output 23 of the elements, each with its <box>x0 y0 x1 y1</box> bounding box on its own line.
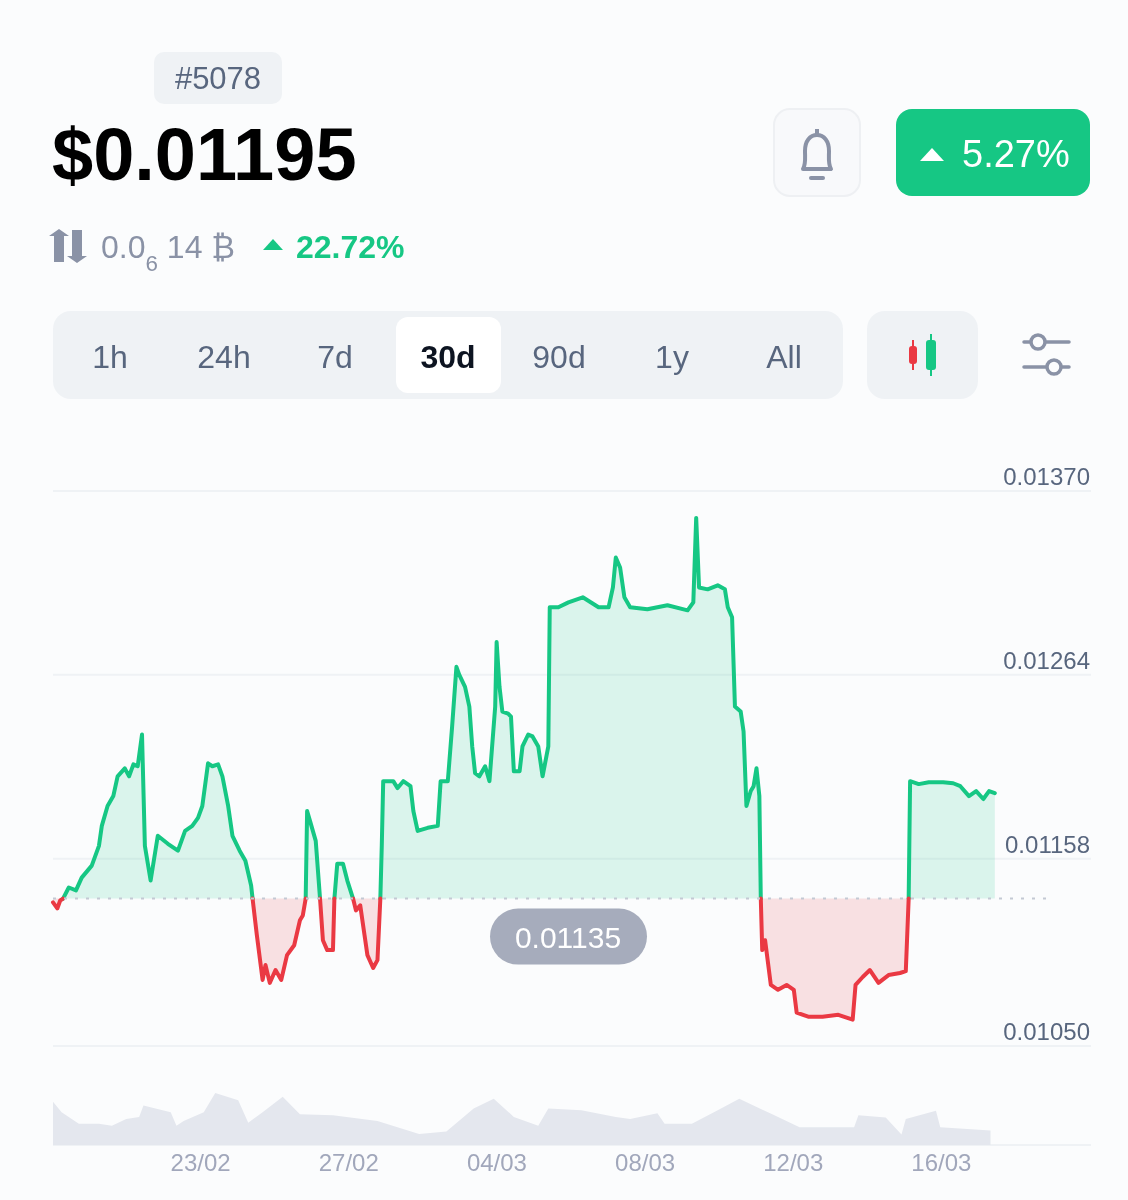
text: 1h <box>92 339 128 375</box>
y-tick-label: 0.01370 <box>1003 463 1090 490</box>
text: 7d <box>317 339 353 375</box>
x-tick-label: 04/03 <box>466 1149 527 1176</box>
x-tick-label: 12/03 <box>763 1149 824 1176</box>
x-tick-label: 27/02 <box>318 1149 379 1176</box>
text: #5078 <box>174 61 262 96</box>
text: All <box>766 339 802 375</box>
y-tick-label: 0.01264 <box>1003 646 1090 674</box>
ref-line-label: 0.01135 <box>514 920 622 954</box>
x-tick-label: 08/03 <box>615 1149 676 1176</box>
x-tick-label: 23/02 <box>170 1149 231 1176</box>
text: 1y <box>655 339 689 375</box>
text: 24h <box>197 339 251 375</box>
text: 90d <box>532 339 586 375</box>
text: 30d <box>420 339 476 375</box>
x-tick-label: 16/03 <box>911 1149 972 1176</box>
text: 5.27% <box>962 133 1070 175</box>
text: 0.0$_{6}$14 ₿ <box>101 229 235 276</box>
y-tick-label: 0.01158 <box>1005 830 1090 858</box>
text: $0.01195 <box>52 113 357 196</box>
text: 22.72% <box>296 229 405 265</box>
y-tick-label: 0.01050 <box>1003 1018 1090 1045</box>
